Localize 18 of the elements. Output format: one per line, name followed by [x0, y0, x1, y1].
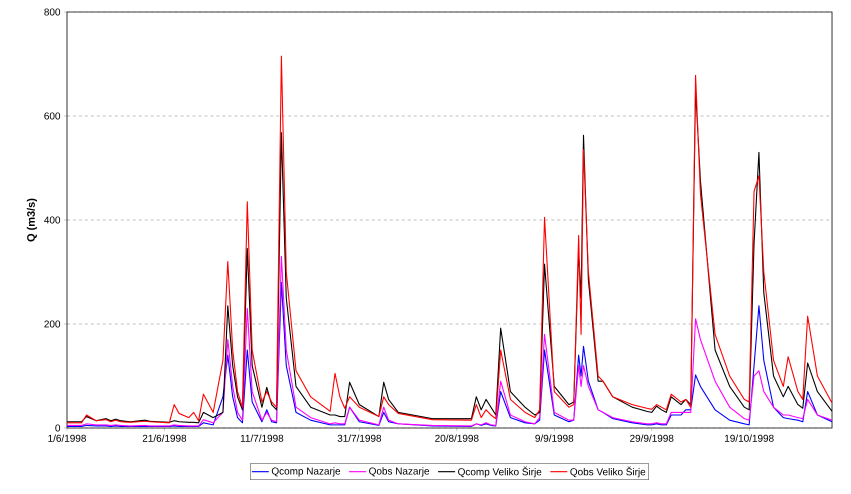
- legend-label: Qcomp Veliko Širje: [458, 466, 542, 478]
- legend-label: Qcomp Nazarje: [272, 467, 340, 477]
- x-tick-label: 21/6/1998: [142, 434, 186, 442]
- y-tick-label: 600: [44, 112, 60, 120]
- legend-label: Qobs Nazarje: [369, 467, 430, 477]
- x-tick-label: 29/9/1998: [630, 434, 674, 442]
- x-tick-label: 20/8/1998: [435, 434, 479, 442]
- x-tick-label: 31/7/1998: [338, 434, 382, 442]
- x-tick-label: 11/7/1998: [240, 434, 284, 442]
- y-axis-title: Q (m3/s): [26, 198, 38, 242]
- y-tick-label: 400: [44, 216, 60, 224]
- y-tick-label: 800: [44, 8, 60, 16]
- x-tick-label: 9/9/1998: [535, 434, 574, 442]
- y-tick-label: 0: [55, 424, 60, 432]
- y-tick-label: 200: [44, 320, 60, 328]
- x-tick-label: 19/10/1998: [725, 434, 774, 442]
- x-tick-label: 1/6/1998: [48, 434, 86, 442]
- legend-label: Qobs Veliko Širje: [570, 466, 646, 478]
